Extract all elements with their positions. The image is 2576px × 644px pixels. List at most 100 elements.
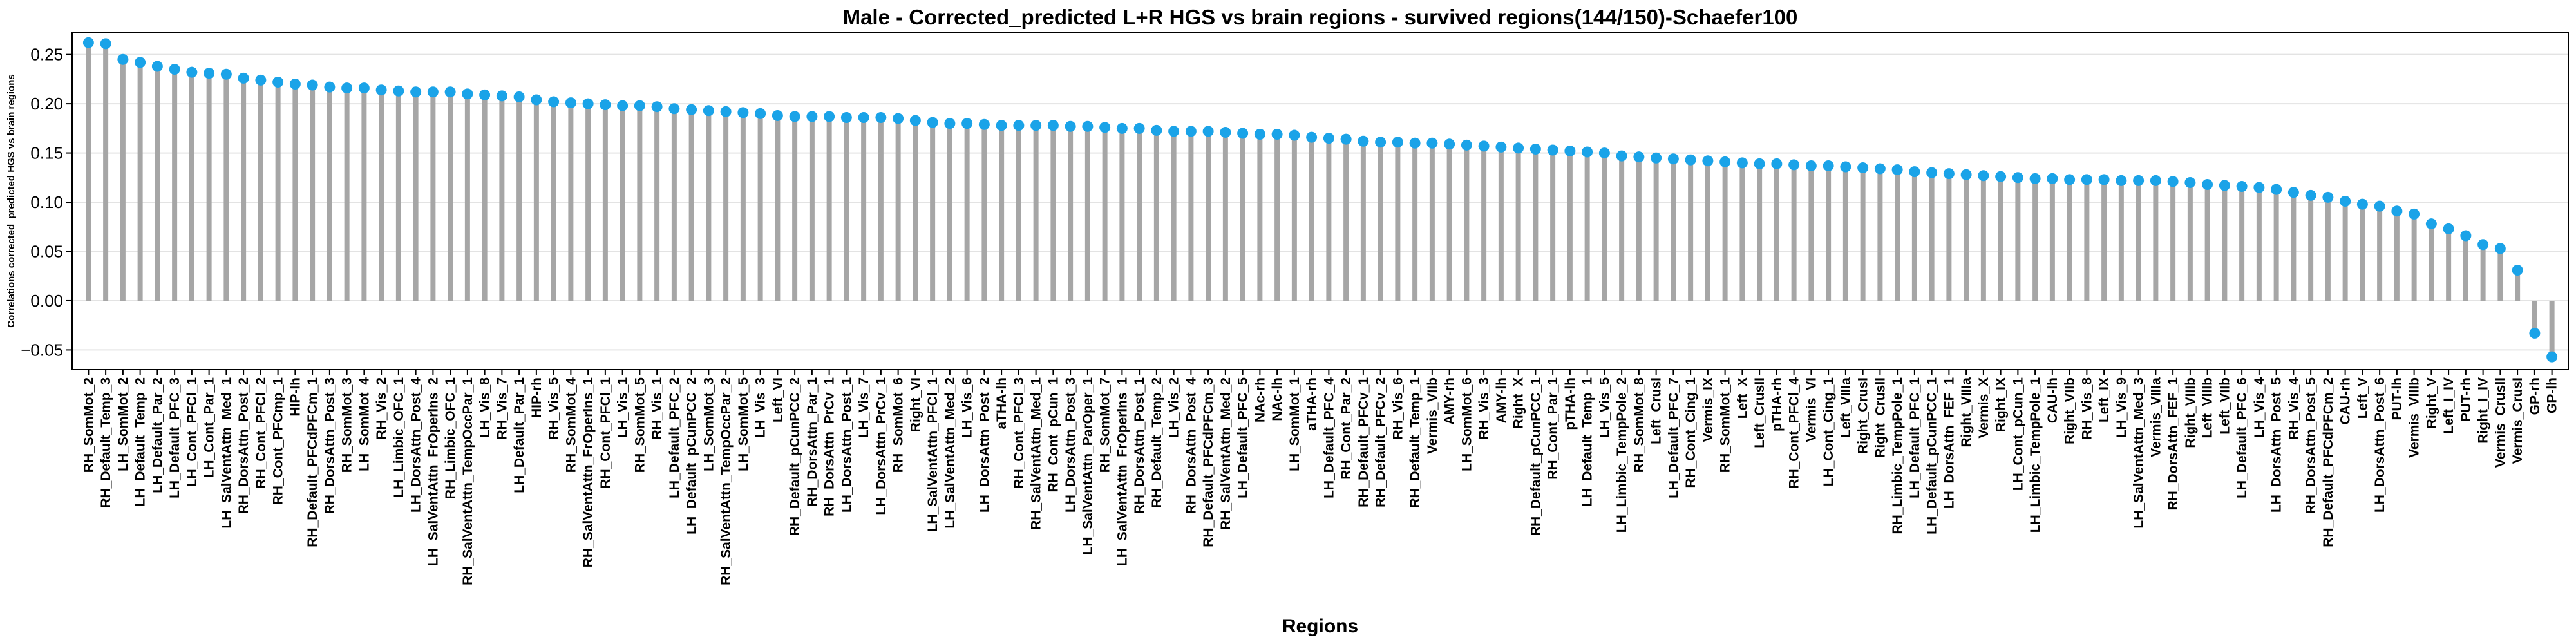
dot — [1857, 162, 1869, 174]
dot — [1564, 146, 1576, 157]
dot — [1823, 160, 1834, 171]
x-tick-label: LH_Vis_2 — [1167, 377, 1182, 438]
dot — [1667, 153, 1679, 165]
x-tick-label: RH_SomMot_2 — [81, 377, 96, 473]
dot — [1943, 168, 1955, 180]
x-tick-label: Right_VIIb — [2063, 377, 2078, 444]
x-tick-label: RH_DorsAttn_Post_4 — [1184, 377, 1198, 515]
x-tick-label: LH_SalVentAttn_ParOper_1 — [1081, 377, 1095, 555]
dot — [1874, 163, 1886, 175]
x-tick-label: Left_IX — [2097, 377, 2112, 422]
dot — [1478, 140, 1490, 152]
dot — [1995, 171, 2007, 182]
dot — [840, 112, 852, 124]
dot — [410, 86, 422, 98]
x-tick-label: RH_Cont_PFCl_4 — [1787, 377, 1802, 489]
x-tick-label: Right_VIIIb — [2183, 377, 2198, 448]
dot — [1099, 122, 1111, 133]
dot — [1375, 137, 1387, 148]
x-tick-label: RH_Default_PFCdPFCm_3 — [1201, 377, 1216, 547]
x-tick-label: pTHA-lh — [1563, 377, 1578, 430]
dot — [1306, 131, 1318, 143]
dot — [927, 117, 938, 128]
dot — [2236, 181, 2248, 193]
x-tick-label: LH_SalVentAttn_FrOperIns_1 — [1115, 377, 1130, 566]
dot — [82, 37, 94, 48]
x-tick-label: LH_Vis_9 — [2114, 377, 2129, 438]
dot — [135, 57, 146, 68]
dot — [1271, 129, 1283, 140]
dot — [565, 97, 576, 109]
dot — [1151, 124, 1162, 136]
dot — [1254, 129, 1265, 140]
x-tick-label: RH_Default_Temp_1 — [1408, 377, 1423, 508]
dot — [789, 111, 800, 122]
dot — [479, 89, 491, 100]
x-tick-label: Right_I_IV — [2476, 377, 2491, 444]
x-tick-label: LH_Limbic_TempPole_2 — [1615, 377, 1629, 533]
dot — [2391, 205, 2403, 217]
dot — [2219, 180, 2230, 191]
x-tick-label: Left_CrusI — [1649, 377, 1664, 444]
x-tick-label: LH_DorsAttn_PrCv_1 — [874, 377, 889, 515]
x-tick-label: RH_DorsAttn_Post_2 — [236, 377, 251, 514]
dot — [1220, 126, 1231, 138]
dot — [1651, 152, 1662, 164]
dot — [341, 82, 353, 94]
dot — [1909, 166, 1920, 178]
dot — [1065, 120, 1076, 132]
x-tick-label: RH_Vis_2 — [374, 377, 389, 440]
dot — [824, 111, 835, 122]
dot — [1116, 122, 1128, 134]
dot — [2340, 196, 2351, 207]
dot — [1926, 167, 1938, 178]
dot — [1702, 155, 1714, 167]
dot — [1202, 126, 1214, 137]
dot — [1426, 137, 1438, 149]
x-tick-label: LH_Default_pCunPCC_2 — [685, 377, 699, 535]
x-tick-label: Right_CrusI — [1856, 377, 1871, 454]
x-tick-label: RH_DorsAttn_Post_5 — [2304, 377, 2318, 515]
dot — [272, 76, 284, 88]
dot — [2477, 239, 2489, 251]
x-tick-label: LH_SalVentAttn_Med_1 — [219, 377, 234, 529]
x-tick-label: RH_DorsAttn_Post_1 — [1132, 377, 1147, 515]
dot — [2116, 175, 2127, 186]
x-tick-label: LH_Default_PFC_4 — [1321, 377, 1336, 498]
dot — [531, 94, 542, 106]
dot — [2409, 208, 2420, 220]
dot — [496, 90, 507, 102]
x-tick-label: LH_SomMot_4 — [357, 377, 372, 471]
dot — [961, 118, 973, 129]
dot — [238, 72, 249, 84]
dot — [978, 118, 990, 130]
dot — [651, 101, 663, 113]
dot — [720, 106, 732, 117]
dot — [1237, 128, 1249, 139]
x-tick-label: LH_Cont_PFCl_1 — [185, 377, 200, 488]
x-tick-label: AMY-rh — [1443, 377, 1457, 425]
x-tick-label: LH_Default_Temp_2 — [133, 377, 148, 506]
dot — [1168, 126, 1180, 137]
x-tick-label: LH_DorsAttn_Post_6 — [2372, 377, 2387, 513]
dot — [1513, 142, 1524, 154]
x-tick-label: RH_Default_pCunPCC_2 — [788, 377, 802, 536]
x-tick-label: LH_Default_Temp_1 — [1580, 377, 1595, 507]
dot — [1323, 133, 1334, 144]
x-tick-label: RH_Default_PFCv_1 — [1356, 377, 1371, 507]
x-tick-label: Left_V — [2355, 377, 2370, 419]
x-tick-label: RH_Default_Temp_3 — [99, 377, 113, 508]
x-tick-label: NAc-rh — [1253, 377, 1267, 422]
dot — [513, 91, 525, 102]
dot — [2322, 191, 2334, 203]
x-tick-label: RH_Default_pCunPCC_1 — [1528, 377, 1543, 536]
dot — [2305, 189, 2316, 201]
x-tick-label: LH_SomMot_1 — [1287, 377, 1302, 471]
x-tick-label: Right_CrusII — [1873, 377, 1888, 458]
dot — [2150, 175, 2161, 186]
x-tick-label: RH_Vis_3 — [1477, 377, 1492, 440]
dot — [289, 79, 301, 90]
dot — [600, 99, 611, 111]
dot — [582, 98, 594, 109]
dot — [617, 100, 629, 111]
